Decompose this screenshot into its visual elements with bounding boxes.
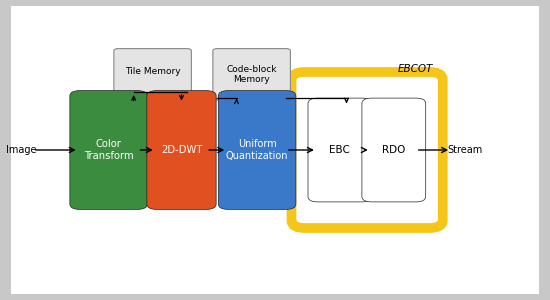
Text: EBCOT: EBCOT [398, 64, 433, 74]
FancyBboxPatch shape [308, 98, 372, 202]
FancyBboxPatch shape [362, 98, 426, 202]
Text: 2D-DWT: 2D-DWT [161, 145, 202, 155]
Text: EBC: EBC [329, 145, 350, 155]
Text: Image: Image [6, 145, 36, 155]
FancyBboxPatch shape [213, 49, 290, 100]
FancyBboxPatch shape [70, 91, 147, 209]
Text: Stream: Stream [447, 145, 482, 155]
FancyBboxPatch shape [147, 91, 216, 209]
Text: Code-block
Memory: Code-block Memory [227, 64, 277, 84]
FancyBboxPatch shape [218, 91, 296, 209]
Text: Tile Memory: Tile Memory [125, 67, 180, 76]
Text: Color
Transform: Color Transform [84, 139, 134, 161]
FancyBboxPatch shape [114, 49, 191, 94]
FancyBboxPatch shape [11, 6, 539, 294]
Text: Uniform
Quantization: Uniform Quantization [226, 139, 288, 161]
Text: RDO: RDO [382, 145, 405, 155]
